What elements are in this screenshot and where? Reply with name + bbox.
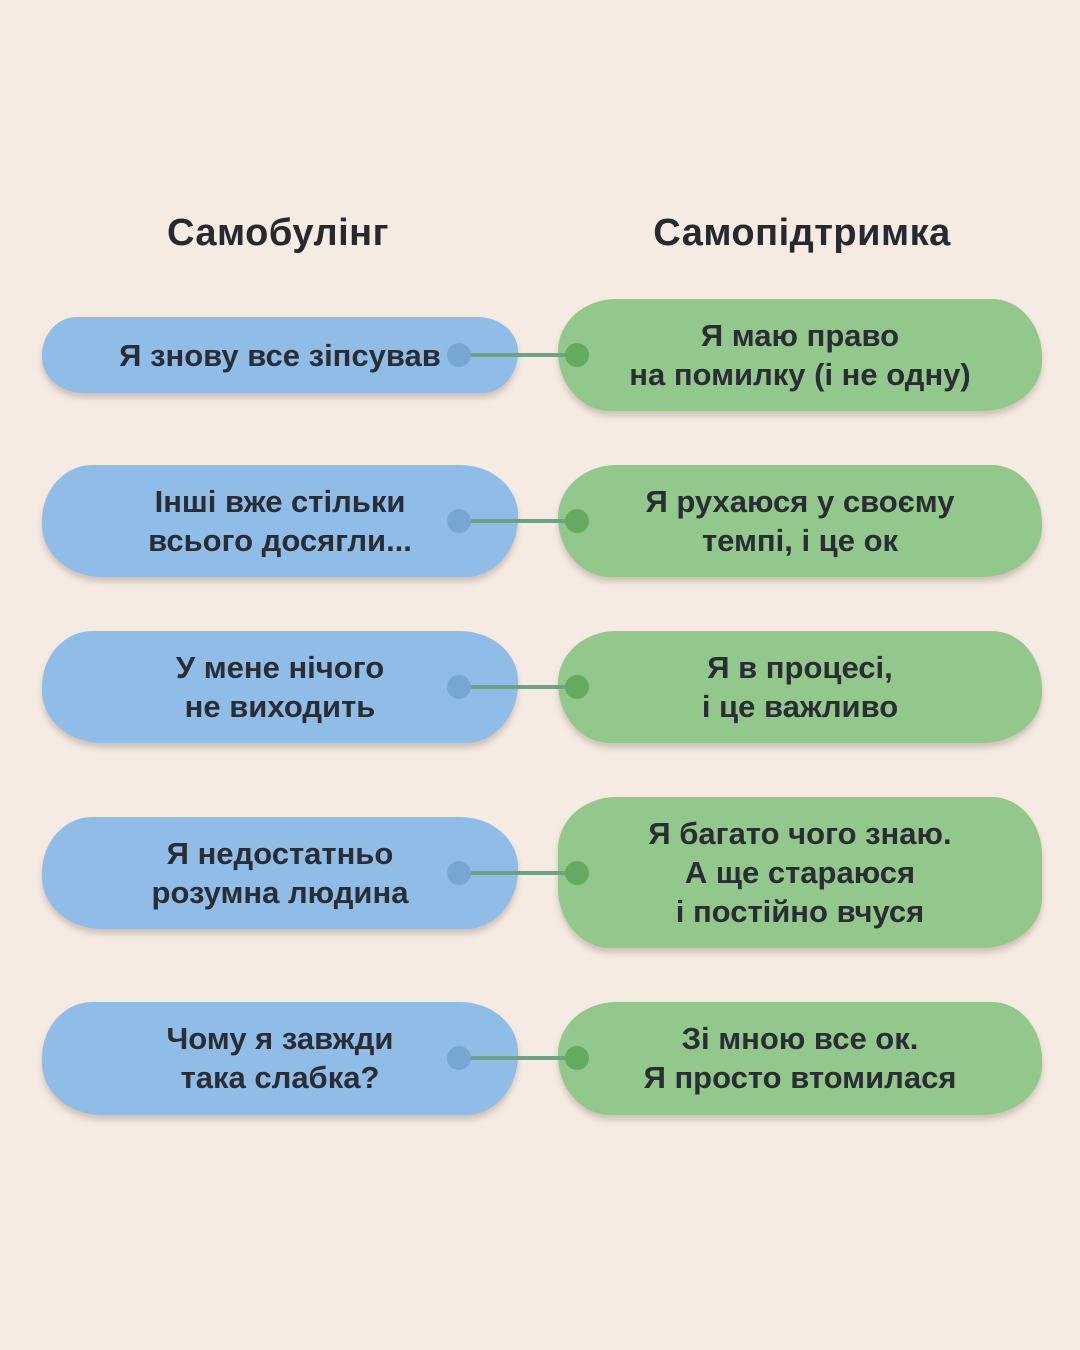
self-bullying-bubble: Інші вже стільки всього досягли... [42, 465, 518, 578]
self-support-bubble: Зі мною все ок. Я просто втомилася [558, 1002, 1042, 1115]
self-support-bubble: Я в процесі, і це важливо [558, 631, 1042, 744]
self-support-bubble: Я маю право на помилку (і не одну) [558, 299, 1042, 412]
comparison-row: Чому я завжди така слабка? Зі мною все о… [0, 1002, 1080, 1115]
self-bullying-bubble: Я знову все зіпсував [42, 317, 518, 394]
self-support-heading: Самопідтримка [653, 212, 951, 254]
comparison-row: У мене нічого не виходить Я в процесі, і… [0, 631, 1080, 744]
self-bullying-bubble: Чому я завжди така слабка? [42, 1002, 518, 1115]
self-bullying-bubble: Я недостатньо розумна людина [42, 816, 518, 929]
comparison-row: Я недостатньо розумна людина Я багато чо… [0, 797, 1080, 949]
column-headers: Самобулінг Самопідтримка [0, 212, 1080, 255]
self-bullying-heading: Самобулінг [167, 212, 389, 254]
comparison-rows: Я знову все зіпсував Я маю право на поми… [0, 299, 1080, 1115]
self-support-bubble: Я багато чого знаю. А ще стараюся і пост… [558, 797, 1042, 949]
self-support-bubble: Я рухаюся у своєму темпі, і це ок [558, 465, 1042, 578]
self-bullying-bubble: У мене нічого не виходить [42, 631, 518, 744]
comparison-row: Інші вже стільки всього досягли... Я рух… [0, 465, 1080, 578]
comparison-row: Я знову все зіпсував Я маю право на поми… [0, 299, 1080, 412]
